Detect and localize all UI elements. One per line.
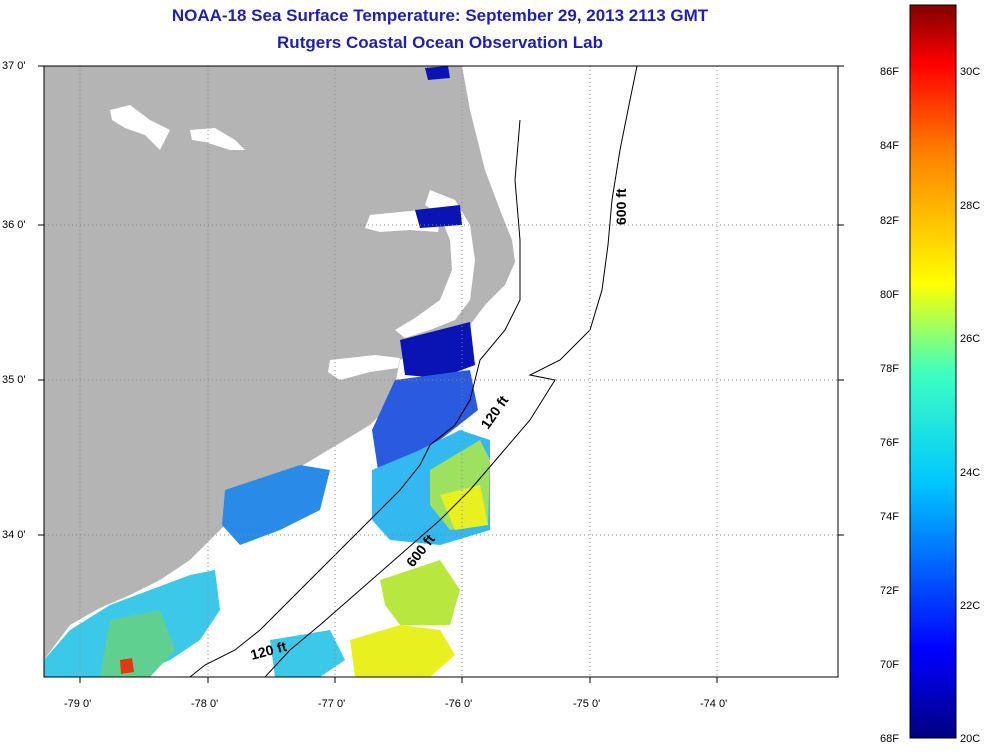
lon-tick-label: -79 0' [64,698,92,710]
lat-tick-label: 34 0' [2,529,26,541]
contour-120ft [189,119,521,677]
lat-tick-label: 37 0' [2,60,26,72]
sst-warm-patch [350,625,455,677]
map-frame [43,65,839,678]
sst-cold-patch [415,205,462,228]
colorbar-label-c: 24C [960,467,981,479]
inland-lake [110,105,170,150]
sst-warm-patch [440,485,488,530]
sst-nearshore [270,630,345,677]
lat-tick-label: 36 0' [2,219,26,231]
sst-hot-spot [120,658,134,674]
colorbar-label-f: 74F [880,511,899,523]
colorbar-label-c: 26C [960,333,981,345]
map-subtitle: Rutgers Coastal Ocean Observation Lab [277,33,603,52]
river [328,355,400,380]
contour-label: 120 ft [477,392,511,431]
lon-tick-label: -75 0' [573,698,601,710]
colorbar-label-f: 78F [880,363,899,375]
map-title: NOAA-18 Sea Surface Temperature: Septemb… [171,6,709,25]
sst-warm-patch [380,560,460,625]
graticule [44,66,838,677]
contour-label: 600 ft [613,188,629,225]
colorbar-label-c: 28C [960,200,981,212]
lon-tick-label: -74 0' [700,698,728,710]
colorbar-label-f: 68F [880,733,899,745]
sst-cold-patch [425,66,450,80]
colorbar-label-f: 76F [880,437,899,449]
sst-nearshore [222,465,330,545]
colorbar-label-f: 86F [880,66,899,78]
colorbar-label-c: 22C [960,600,981,612]
pamlico-sound [395,190,475,338]
colorbar-label-f: 84F [880,140,899,152]
sst-cold-patch [400,322,475,378]
colorbar-label-c: 30C [960,66,981,78]
lat-tick-label: 35 0' [2,374,26,386]
colorbar-label-f: 80F [880,289,899,301]
inland-lake [190,128,245,150]
colorbar-label-f: 72F [880,585,899,597]
lon-tick-label: -77 0' [318,698,346,710]
lon-tick-label: -76 0' [445,698,473,710]
colorbar-label-c: 20C [960,733,981,745]
lon-tick-label: -78 0' [191,698,219,710]
frame-ticks [38,65,844,683]
sst-band [372,370,478,470]
colorbar-label-f: 70F [880,659,899,671]
colorbar-label-f: 82F [880,215,899,227]
sst-nearshore [100,610,175,677]
colorbar [909,4,957,739]
contour-600ft [264,66,638,677]
